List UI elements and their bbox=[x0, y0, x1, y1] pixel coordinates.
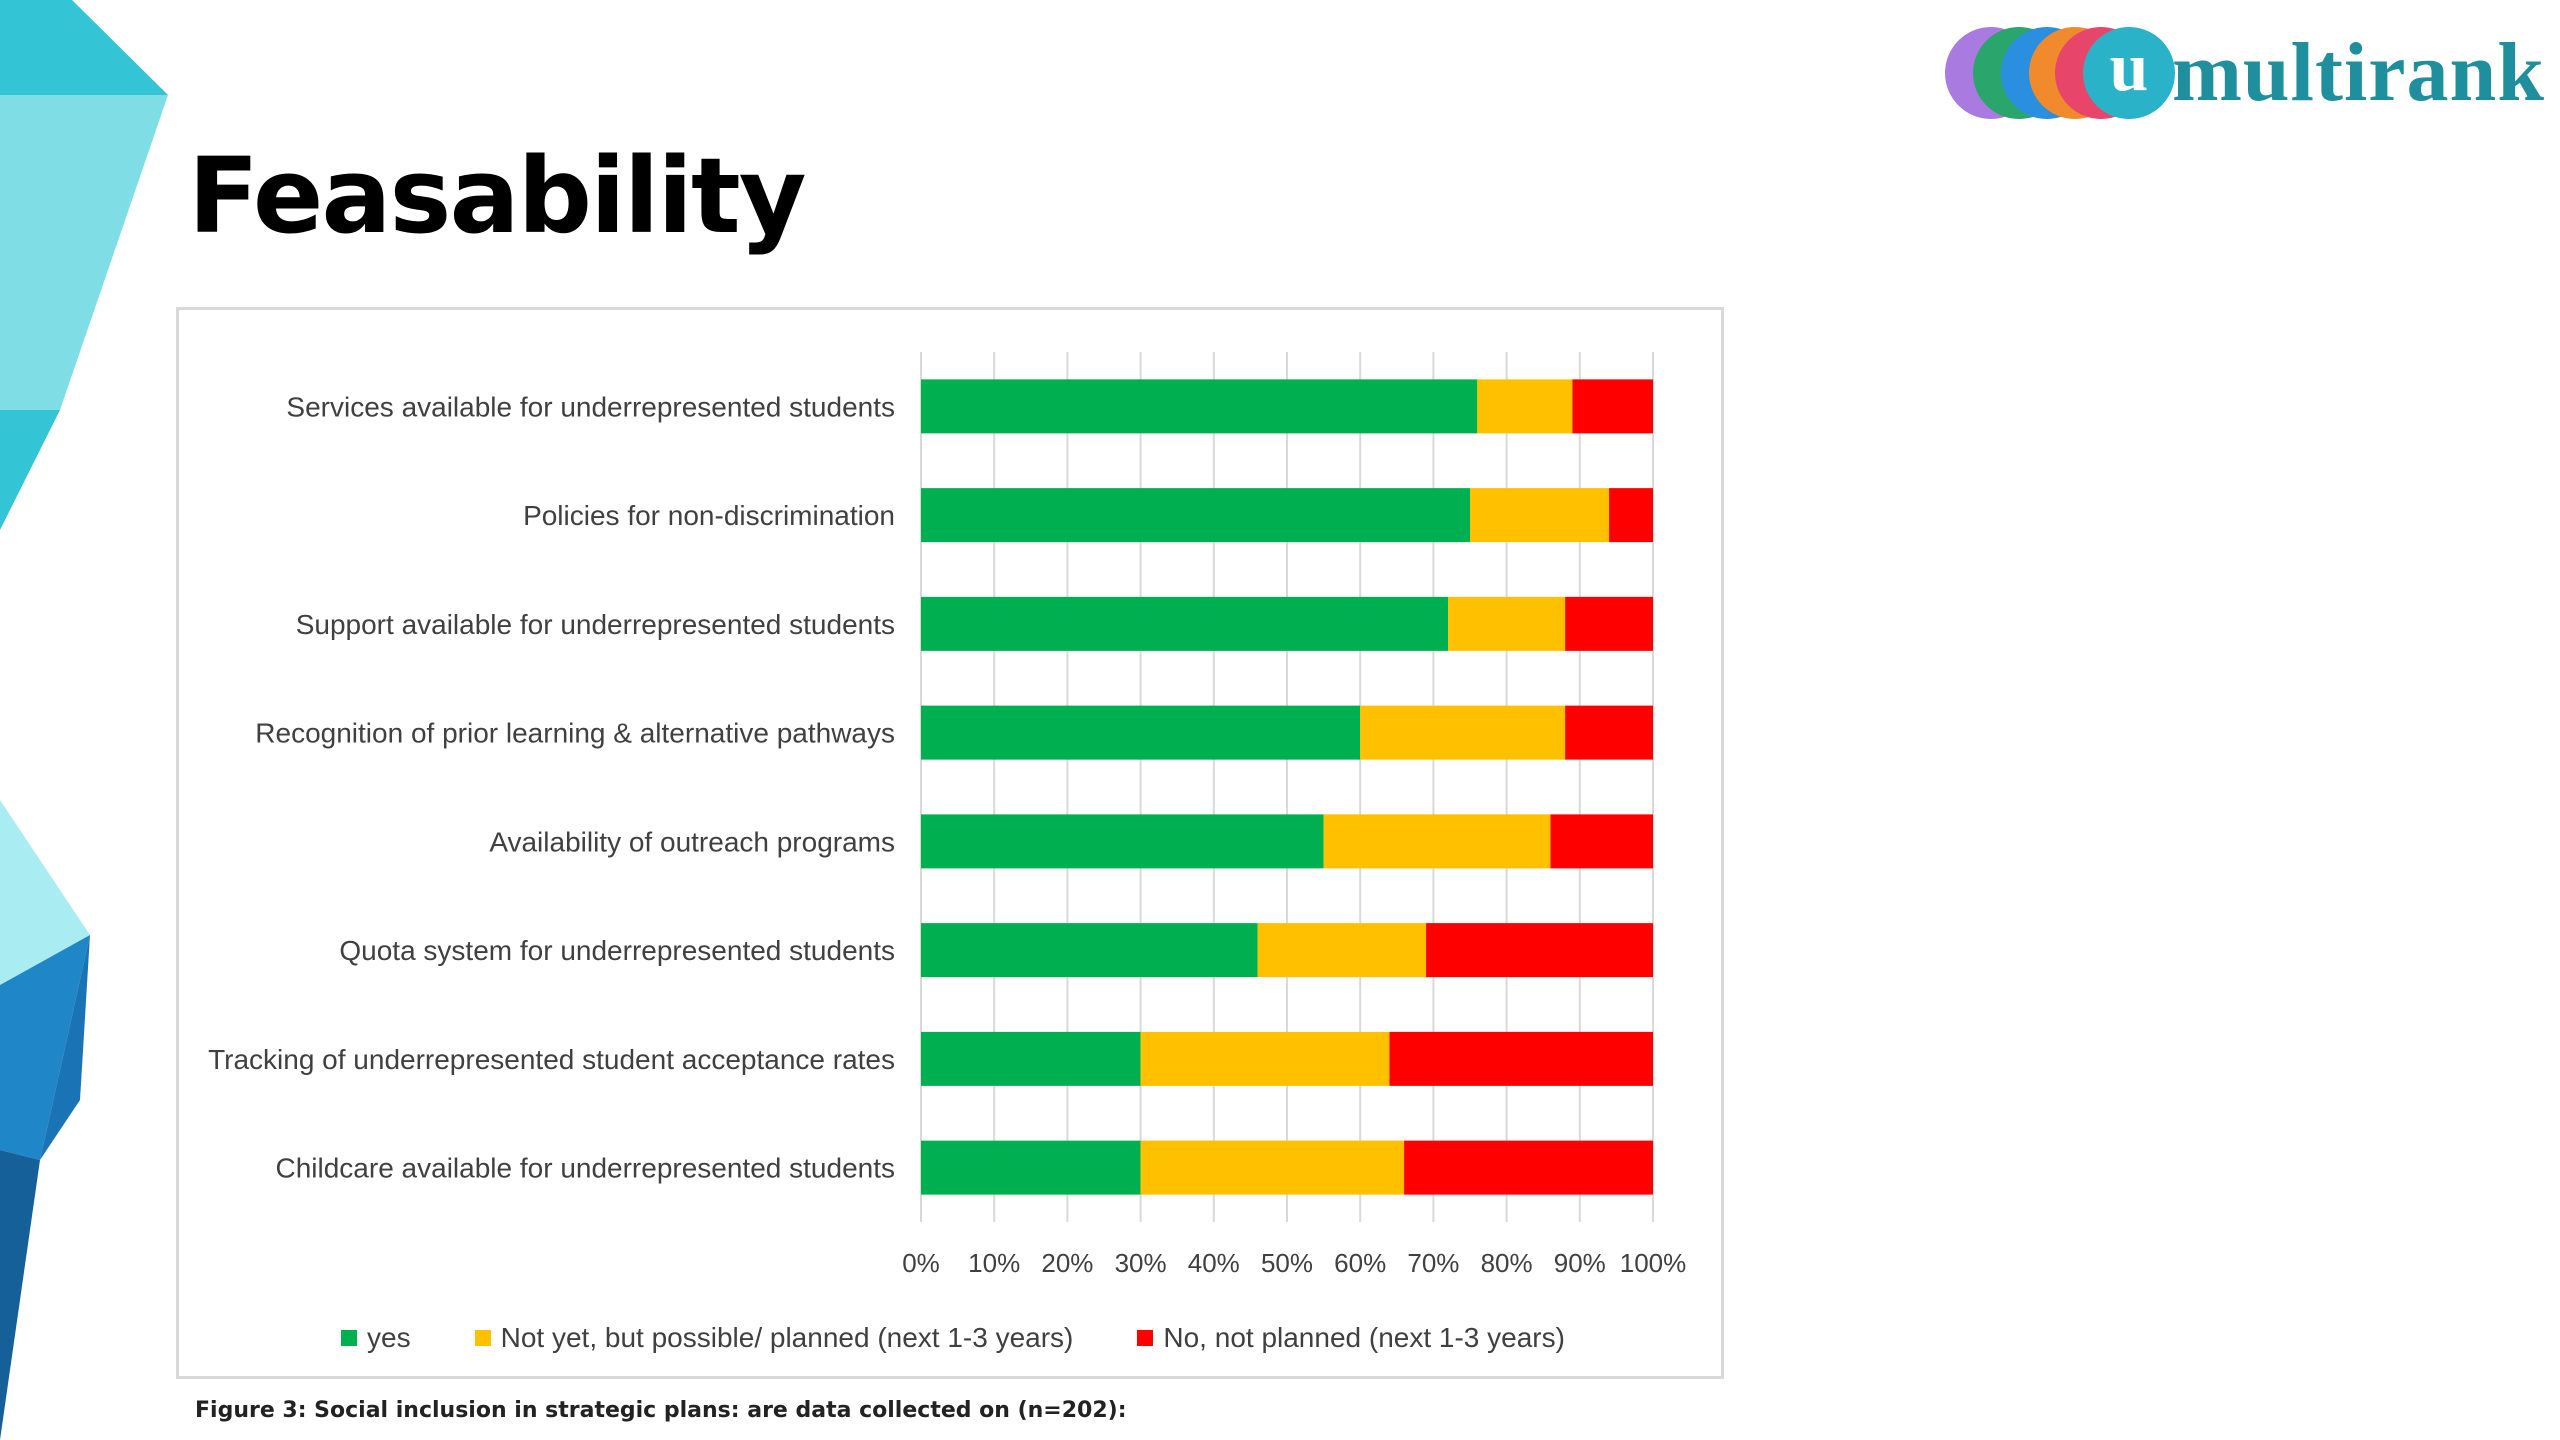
figure-caption: Figure 3: Social inclusion in strategic … bbox=[195, 1398, 1127, 1423]
deco-triangle bbox=[0, 1150, 40, 1440]
x-tick-label: 90% bbox=[1554, 1248, 1606, 1278]
category-label: Services available for underrepresented … bbox=[286, 391, 895, 422]
decorative-triangles bbox=[0, 0, 168, 1440]
x-tick-label: 40% bbox=[1188, 1248, 1240, 1278]
x-tick-label: 50% bbox=[1261, 1248, 1313, 1278]
deco-triangle bbox=[0, 935, 90, 1160]
bar-segment bbox=[1550, 814, 1653, 869]
bar-segment bbox=[921, 379, 1478, 434]
chart-frame: Services available for underrepresented … bbox=[176, 307, 1724, 1379]
bar-segment bbox=[921, 488, 1470, 543]
bar-segment bbox=[1404, 1140, 1653, 1195]
bar-segment bbox=[921, 1140, 1141, 1195]
bar-segment bbox=[1360, 705, 1566, 760]
deco-triangle bbox=[0, 95, 168, 410]
bar-segment bbox=[921, 596, 1449, 651]
x-tick-label: 0% bbox=[902, 1248, 940, 1278]
logo-wordmark: multirank bbox=[2171, 26, 2545, 119]
bar-segment bbox=[921, 814, 1324, 869]
logo-letter: u bbox=[2083, 26, 2175, 119]
x-tick-label: 10% bbox=[968, 1248, 1020, 1278]
x-tick-label: 80% bbox=[1481, 1248, 1533, 1278]
page-title: Feasability bbox=[188, 135, 807, 257]
x-tick-label: 20% bbox=[1041, 1248, 1093, 1278]
category-label: Recognition of prior learning & alternat… bbox=[255, 718, 895, 749]
legend-item: Not yet, but possible/ planned (next 1-3… bbox=[474, 1322, 1074, 1354]
bar-segment bbox=[1426, 923, 1653, 978]
deco-triangle bbox=[0, 410, 60, 530]
deco-triangle bbox=[40, 935, 90, 1160]
bar-segment bbox=[1257, 923, 1427, 978]
legend-label: yes bbox=[367, 1322, 411, 1353]
bar-segment bbox=[1448, 596, 1566, 651]
x-tick-label: 70% bbox=[1407, 1248, 1459, 1278]
legend-item: No, not planned (next 1-3 years) bbox=[1137, 1322, 1565, 1354]
multirank-logo: u multirank bbox=[1945, 20, 2545, 125]
legend-swatch bbox=[1137, 1330, 1154, 1346]
bar-segment bbox=[1477, 379, 1573, 434]
deco-triangle bbox=[0, 0, 168, 95]
legend-item: yes bbox=[341, 1322, 411, 1354]
category-label: Support available for underrepresented s… bbox=[296, 609, 895, 640]
bar-segment bbox=[1609, 488, 1653, 543]
category-label: Childcare available for underrepresented… bbox=[276, 1153, 896, 1184]
legend-label: No, not planned (next 1-3 years) bbox=[1163, 1322, 1565, 1353]
category-label: Tracking of underrepresented student acc… bbox=[208, 1044, 895, 1075]
deco-triangle bbox=[0, 800, 90, 985]
bar-segment bbox=[1389, 1031, 1653, 1086]
bar-segment bbox=[921, 705, 1361, 760]
x-tick-label: 60% bbox=[1334, 1248, 1386, 1278]
bar-segment bbox=[1470, 488, 1610, 543]
bar-segment bbox=[1565, 705, 1653, 760]
legend-swatch bbox=[474, 1330, 491, 1346]
legend-label: Not yet, but possible/ planned (next 1-3… bbox=[500, 1322, 1074, 1353]
category-label: Quota system for underrepresented studen… bbox=[339, 935, 895, 966]
legend-swatch bbox=[341, 1330, 358, 1346]
x-tick-label: 100% bbox=[1620, 1248, 1687, 1278]
bar-segment bbox=[1572, 379, 1653, 434]
bar-segment bbox=[1140, 1140, 1405, 1195]
bar-segment bbox=[1323, 814, 1551, 869]
bar-segment bbox=[1140, 1031, 1390, 1086]
bar-segment bbox=[921, 1031, 1141, 1086]
logo-circles: u bbox=[1945, 26, 2175, 119]
category-label: Policies for non-discrimination bbox=[523, 500, 895, 531]
bar-segment bbox=[1565, 596, 1653, 651]
bar-segment bbox=[921, 923, 1258, 978]
stacked-bar-chart: Services available for underrepresented … bbox=[208, 352, 1687, 1278]
chart-legend: yes Not yet, but possible/ planned (next … bbox=[179, 1313, 1727, 1363]
x-tick-label: 30% bbox=[1115, 1248, 1167, 1278]
category-label: Availability of outreach programs bbox=[489, 826, 895, 857]
